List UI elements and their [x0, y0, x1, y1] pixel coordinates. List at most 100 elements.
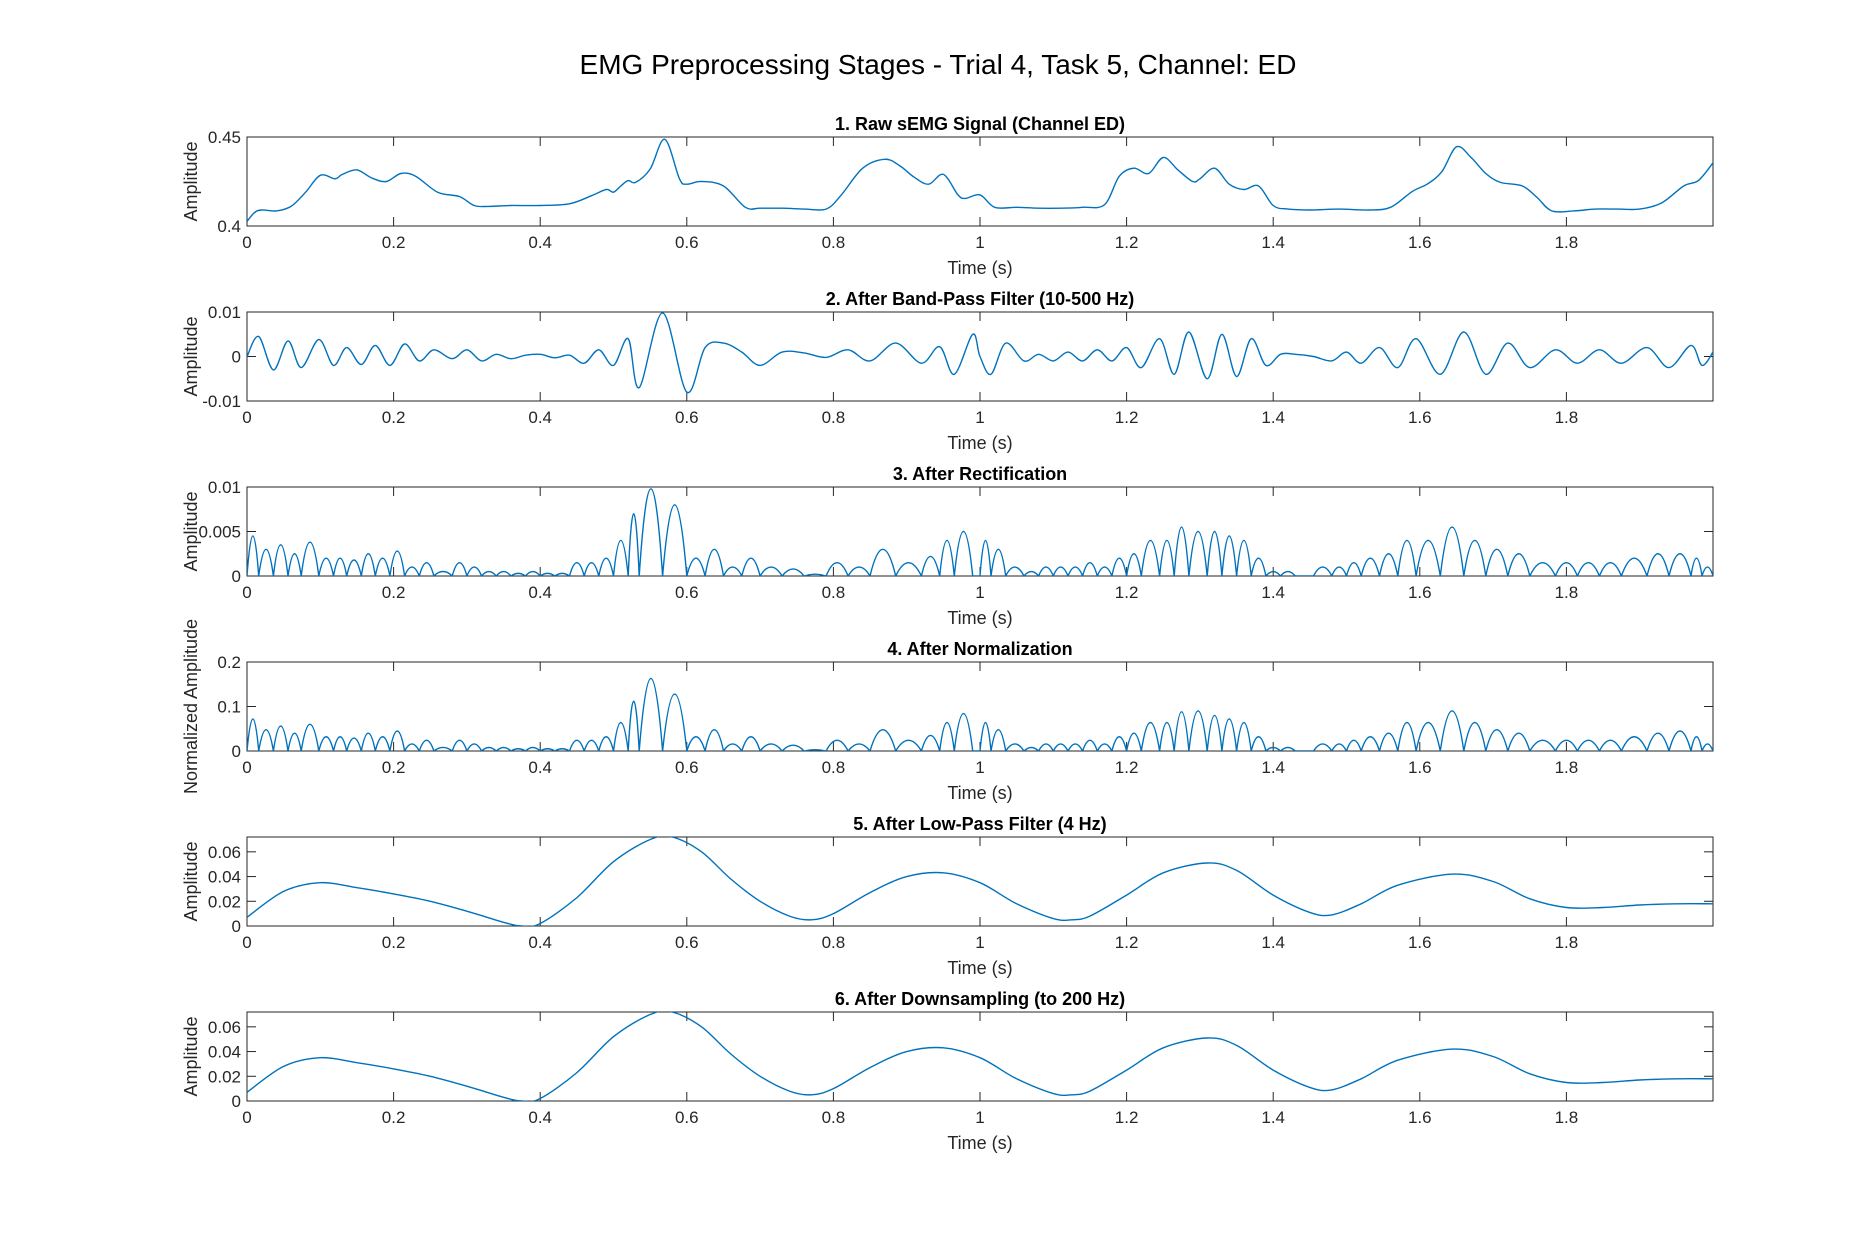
x-tick-label: 1.4 [1261, 1108, 1285, 1127]
subplot-title: 4. After Normalization [887, 639, 1072, 659]
x-tick-label: 0.2 [382, 408, 406, 427]
y-axis-label: Amplitude [181, 1016, 201, 1096]
x-tick-label: 1.2 [1115, 933, 1139, 952]
x-tick-label: 0.2 [382, 1108, 406, 1127]
series-line [247, 678, 1713, 751]
y-tick-label: 0.02 [208, 892, 241, 911]
x-tick-label: 0.6 [675, 408, 699, 427]
x-axis-label: Time (s) [947, 783, 1012, 803]
series-line [247, 138, 1713, 222]
y-tick-label: 0 [232, 567, 241, 586]
x-axis-label: Time (s) [947, 258, 1012, 278]
x-tick-label: 0.2 [382, 758, 406, 777]
subplot-2: 2. After Band-Pass Filter (10-500 Hz) 0 0.… [181, 289, 1714, 453]
x-tick-label: 0 [242, 1108, 251, 1127]
y-tick-label: 0 [232, 917, 241, 936]
x-tick-label: 1.4 [1261, 758, 1285, 777]
x-tick-label: 1.8 [1555, 408, 1579, 427]
y-tick-label: 0 [232, 1092, 241, 1111]
y-tick-label: -0.01 [202, 392, 241, 411]
y-tick-label: 0.2 [217, 653, 241, 672]
x-tick-label: 0.4 [528, 583, 552, 602]
x-tick-label: 1.4 [1261, 583, 1285, 602]
series-line [247, 312, 1713, 393]
y-tick-label: 0.1 [217, 698, 241, 717]
x-tick-label: 1.8 [1555, 1108, 1579, 1127]
x-tick-label: 1 [975, 408, 984, 427]
x-tick-label: 0.4 [528, 233, 552, 252]
x-tick-label: 0.2 [382, 583, 406, 602]
x-axis-label: Time (s) [947, 1133, 1012, 1153]
x-tick-label: 0 [242, 758, 251, 777]
x-tick-label: 1.4 [1261, 408, 1285, 427]
x-tick-label: 1.6 [1408, 933, 1432, 952]
x-tick-label: 1.8 [1555, 933, 1579, 952]
x-tick-label: 1.6 [1408, 758, 1432, 777]
x-tick-label: 0.4 [528, 758, 552, 777]
y-tick-label: 0.005 [198, 523, 241, 542]
x-tick-label: 0.6 [675, 933, 699, 952]
y-tick-label: 0.06 [208, 1018, 241, 1037]
subplot-title: 2. After Band-Pass Filter (10-500 Hz) [826, 289, 1134, 309]
figure-title: EMG Preprocessing Stages - Trial 4, Task… [580, 49, 1297, 80]
y-axis-label: Amplitude [181, 141, 201, 221]
y-tick-label: 0.04 [208, 1043, 241, 1062]
y-axis-label: Amplitude [181, 491, 201, 571]
series-line [247, 1012, 1713, 1101]
x-tick-label: 1.2 [1115, 233, 1139, 252]
subplot-title: 5. After Low-Pass Filter (4 Hz) [853, 814, 1106, 834]
subplot-title: 1. Raw sEMG Signal (Channel ED) [835, 114, 1125, 134]
y-tick-label: 0.45 [208, 128, 241, 147]
x-tick-label: 1.2 [1115, 758, 1139, 777]
x-tick-label: 0.8 [822, 583, 846, 602]
x-tick-label: 0.4 [528, 1108, 552, 1127]
x-tick-label: 1.8 [1555, 233, 1579, 252]
x-tick-label: 1 [975, 583, 984, 602]
x-tick-label: 0.2 [382, 933, 406, 952]
x-tick-label: 0.4 [528, 408, 552, 427]
x-axis-label: Time (s) [947, 433, 1012, 453]
subplot-1: 1. Raw sEMG Signal (Channel ED) 0 0.2 0.4 0.… [181, 114, 1714, 278]
x-tick-label: 1 [975, 933, 984, 952]
x-tick-label: 0.8 [822, 233, 846, 252]
y-tick-label: 0.4 [217, 217, 241, 236]
y-axis-label: Amplitude [181, 841, 201, 921]
subplot-6: 6. After Downsampling (to 200 Hz) 0 0.2 0.4… [181, 989, 1714, 1153]
x-tick-label: 0.8 [822, 1108, 846, 1127]
x-tick-label: 1.2 [1115, 583, 1139, 602]
series-line [247, 837, 1713, 926]
x-tick-label: 1.4 [1261, 233, 1285, 252]
subplot-5: 5. After Low-Pass Filter (4 Hz) 0 0.2 0.4 0.… [181, 814, 1714, 978]
axes-box [246, 486, 1714, 577]
x-tick-label: 1 [975, 1108, 984, 1127]
x-tick-label: 0.8 [822, 408, 846, 427]
x-tick-label: 0.2 [382, 233, 406, 252]
x-tick-label: 1.6 [1408, 233, 1432, 252]
x-tick-label: 0 [242, 408, 251, 427]
x-tick-label: 0.4 [528, 933, 552, 952]
x-tick-label: 1.6 [1408, 583, 1432, 602]
x-tick-label: 0.6 [675, 233, 699, 252]
x-tick-label: 1.8 [1555, 758, 1579, 777]
x-tick-label: 0.8 [822, 933, 846, 952]
x-tick-label: 1.2 [1115, 408, 1139, 427]
x-tick-label: 0.6 [675, 758, 699, 777]
axes-box [246, 1011, 1714, 1102]
y-axis-label: Amplitude [181, 316, 201, 396]
subplot-title: 6. After Downsampling (to 200 Hz) [835, 989, 1125, 1009]
series-line [247, 488, 1713, 576]
y-tick-label: 0 [232, 742, 241, 761]
subplot-title: 3. After Rectification [893, 464, 1067, 484]
x-tick-label: 1 [975, 233, 984, 252]
subplot-3: 3. After Rectification 0 0.2 0.4 0.6 0.8 1 1.2 1… [181, 464, 1714, 628]
x-tick-label: 1.4 [1261, 933, 1285, 952]
axes-box [246, 136, 1714, 227]
y-tick-label: 0 [232, 348, 241, 367]
subplot-4: 4. After Normalization 0 0.2 0.4 0.6 0.8 1 1.2 1… [181, 619, 1714, 803]
x-axis-label: Time (s) [947, 958, 1012, 978]
y-tick-label: 0.06 [208, 843, 241, 862]
x-tick-label: 1.6 [1408, 408, 1432, 427]
y-tick-label: 0.04 [208, 868, 241, 887]
x-tick-label: 0.6 [675, 583, 699, 602]
